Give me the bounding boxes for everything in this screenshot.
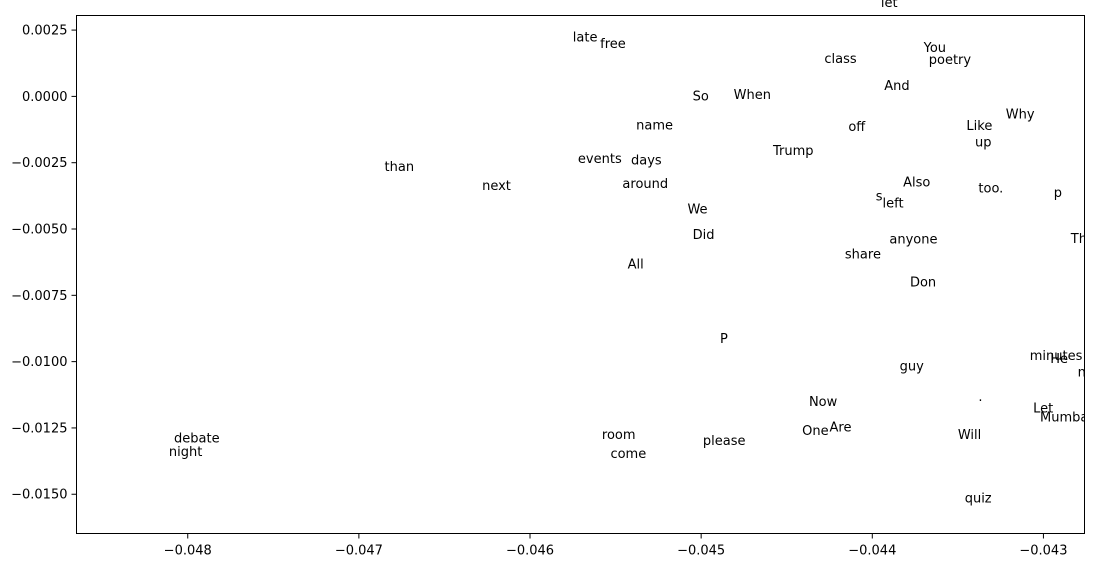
point-label: One xyxy=(802,424,828,439)
y-tick-label: −0.0100 xyxy=(11,355,67,370)
point-label: share xyxy=(845,248,881,263)
point-label: than xyxy=(385,160,415,175)
y-tick-label: −0.0050 xyxy=(11,223,67,238)
point-label: left xyxy=(883,196,904,211)
point-label: quiz xyxy=(965,492,992,507)
plot-content: let late free You class poetry And When So Why nam… xyxy=(169,0,1097,507)
point-label: When xyxy=(734,88,771,103)
plot-frame xyxy=(76,15,1085,534)
point-label: So xyxy=(693,90,709,105)
y-axis: 0.0025 0.0000 −0.0025 −0.0050 −0.0075 −0.0100… xyxy=(11,24,77,503)
point-label: name xyxy=(636,118,673,133)
point-label: Are xyxy=(830,420,852,435)
point-label: guy xyxy=(900,360,924,375)
point-label: Mumbai xyxy=(1040,410,1092,425)
y-tick-label: 0.0000 xyxy=(22,90,68,105)
x-tick-label: −0.046 xyxy=(506,544,554,559)
point-label: Now xyxy=(809,395,838,410)
point-label: And xyxy=(884,79,909,94)
point-label: night xyxy=(169,445,202,460)
point-label: Why xyxy=(1006,107,1035,122)
point-label: Will xyxy=(958,428,981,443)
point-label: class xyxy=(824,52,856,67)
y-tick-label: 0.0025 xyxy=(22,24,68,39)
point-label: events xyxy=(578,152,622,167)
point-label: . xyxy=(978,390,982,405)
point-label: please xyxy=(703,434,746,449)
point-label: next xyxy=(482,179,511,194)
point-label: Like xyxy=(966,119,992,134)
point-label: around xyxy=(622,177,668,192)
y-tick-label: −0.0150 xyxy=(11,488,67,503)
point-label: debate xyxy=(174,432,220,447)
point-label: free xyxy=(600,37,626,52)
point-label: All xyxy=(628,258,644,273)
point-label: He xyxy=(1050,352,1068,367)
point-label: P xyxy=(720,332,728,347)
x-tick-label: −0.044 xyxy=(848,544,896,559)
point-label: off xyxy=(848,120,866,135)
y-tick-label: −0.0025 xyxy=(11,156,67,171)
point-label: days xyxy=(631,153,662,168)
point-label: Don xyxy=(910,276,936,291)
point-label: let xyxy=(881,0,898,11)
point-label: room xyxy=(602,428,636,443)
point-label: This xyxy=(1070,232,1097,247)
point-label: We xyxy=(687,203,707,218)
point-label: Trump xyxy=(772,144,814,159)
x-tick-label: −0.045 xyxy=(677,544,725,559)
x-tick-label: −0.043 xyxy=(1019,544,1067,559)
x-tick-label: −0.048 xyxy=(164,544,212,559)
point-label: Let xyxy=(1033,401,1053,416)
point-label: p xyxy=(1054,186,1062,201)
point-label: up xyxy=(975,135,992,150)
y-tick-label: −0.0075 xyxy=(11,289,67,304)
point-label: Also xyxy=(903,176,930,191)
point-label: new xyxy=(1078,366,1097,381)
point-label: minutes xyxy=(1030,349,1083,364)
point-label: Did xyxy=(693,228,715,243)
point-label: You xyxy=(923,41,946,56)
point-label: too. xyxy=(978,182,1003,197)
point-label: come xyxy=(610,447,646,462)
point-label: s xyxy=(876,190,883,205)
point-label: late xyxy=(573,30,598,45)
point-label: poetry xyxy=(929,53,972,68)
y-tick-label: −0.0125 xyxy=(11,421,67,436)
x-tick-label: −0.047 xyxy=(335,544,383,559)
x-axis: −0.048 −0.047 −0.046 −0.045 −0.044 −0.043 xyxy=(164,533,1067,559)
point-label: anyone xyxy=(889,233,937,248)
